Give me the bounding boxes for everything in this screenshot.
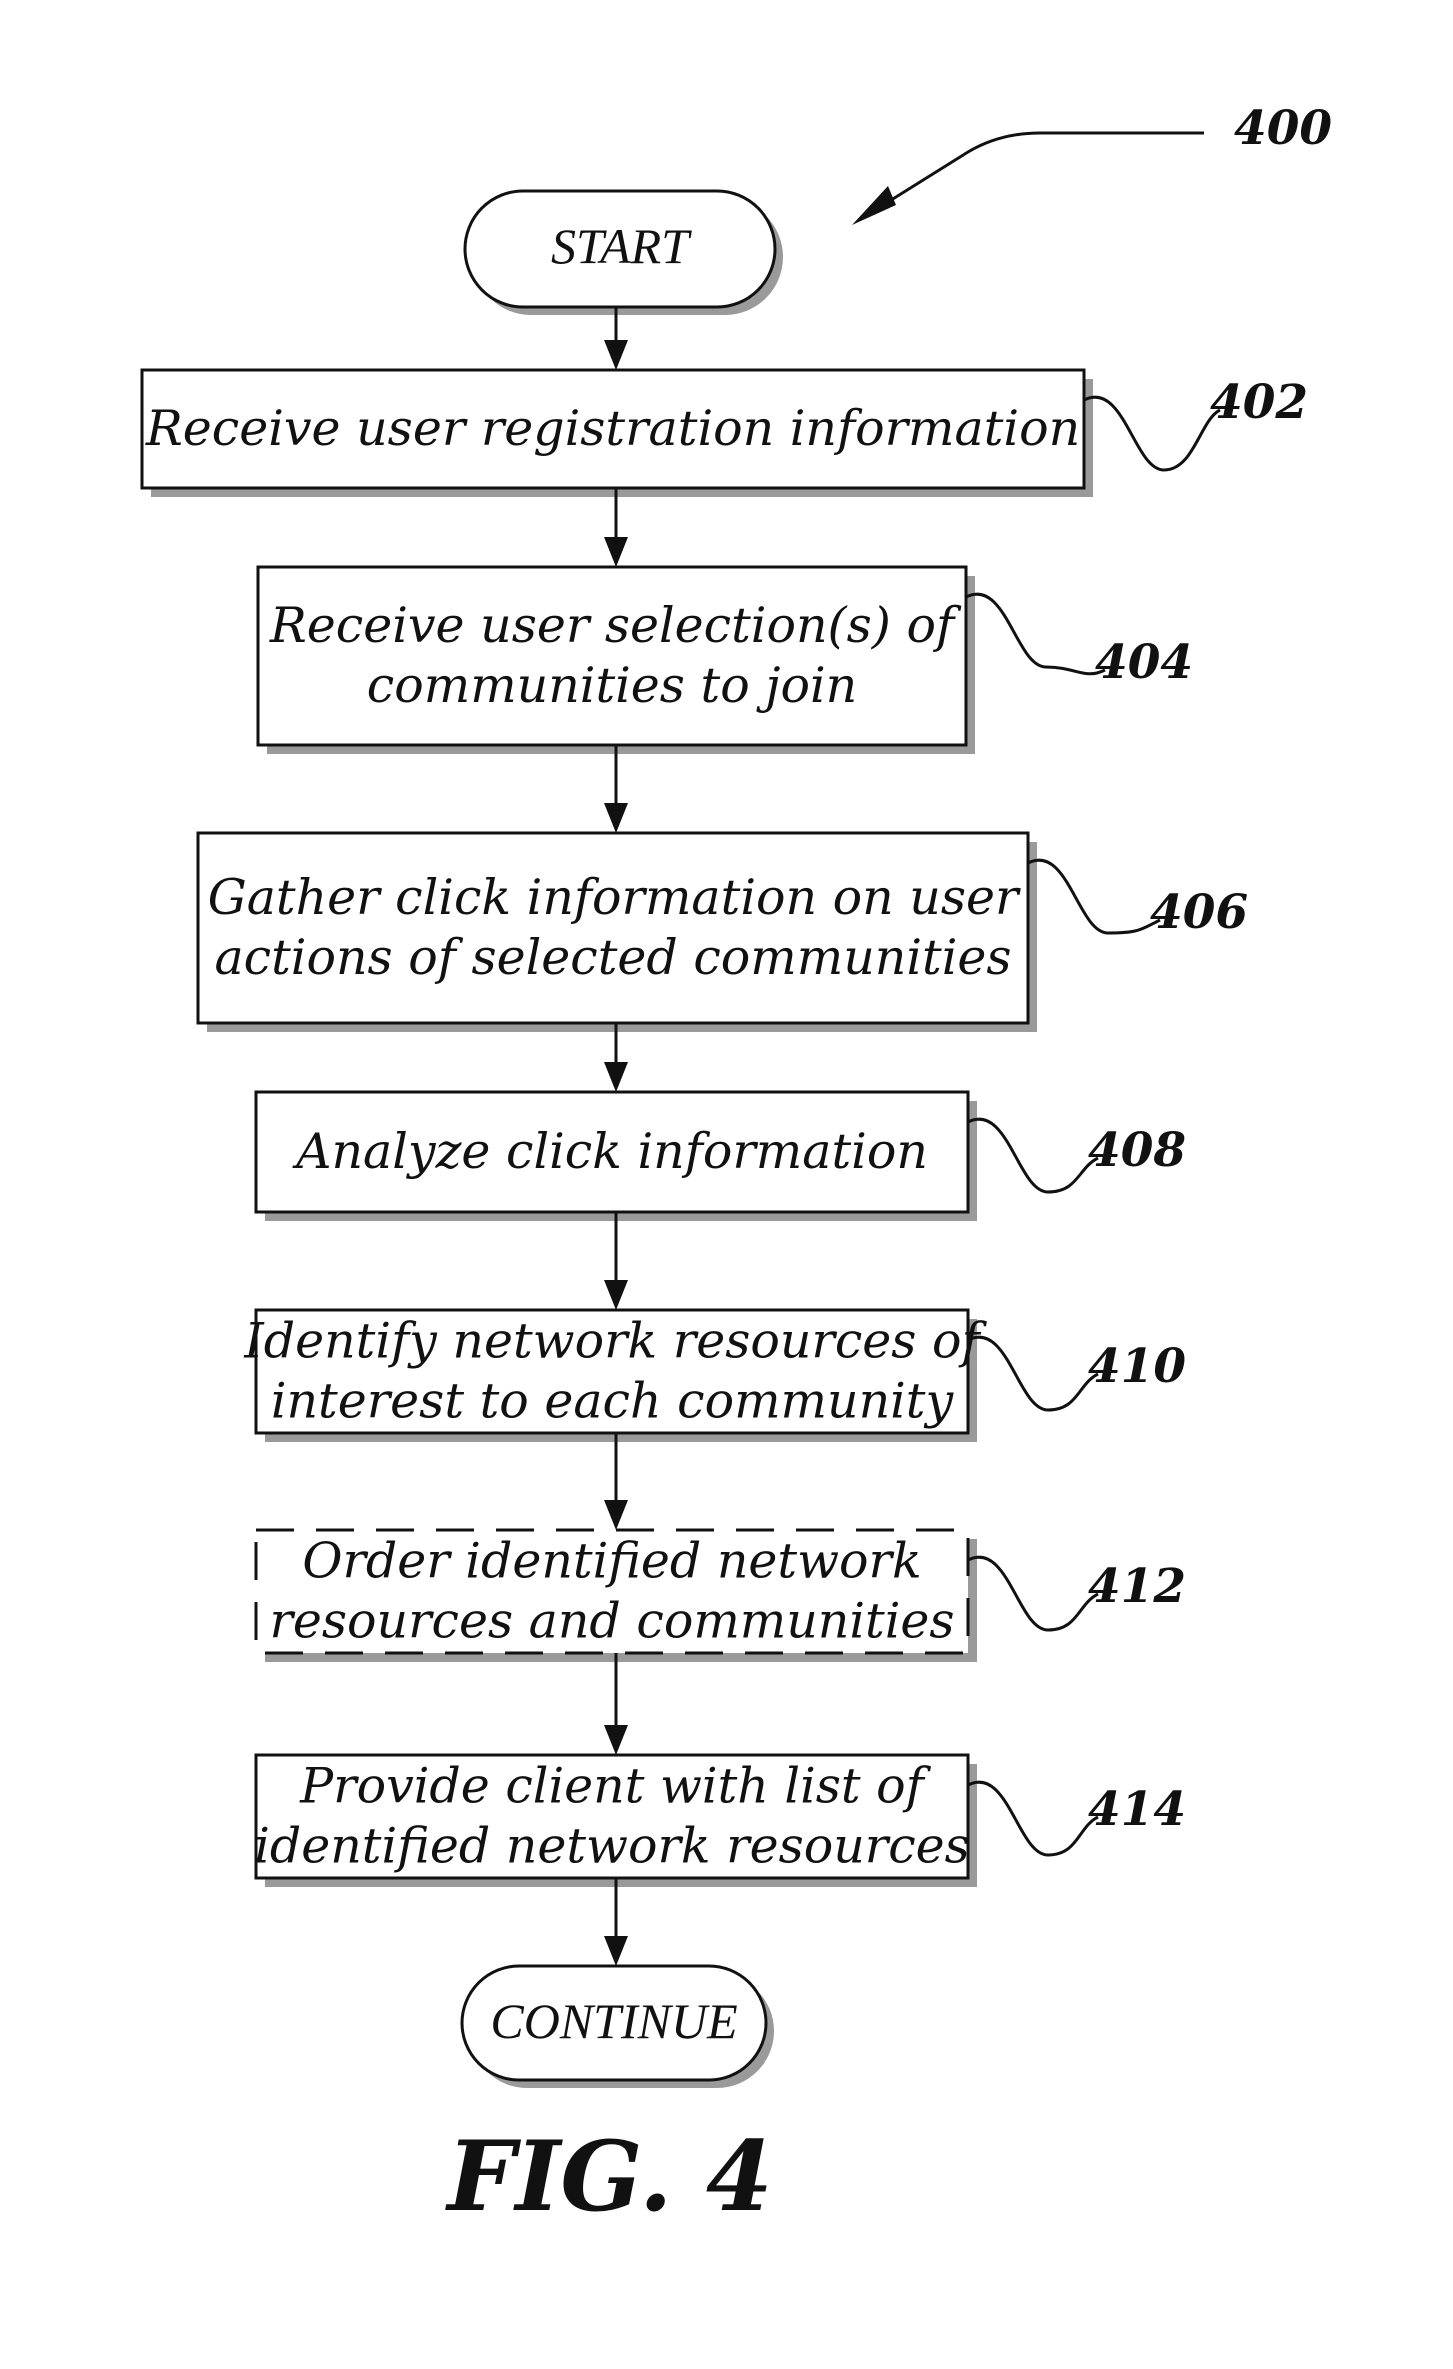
- step-ref-number: 404: [1095, 635, 1193, 690]
- step-box: [258, 567, 966, 745]
- figure-ref-arrowhead: [852, 186, 896, 225]
- connector-arrow: [604, 307, 628, 370]
- figure-ref-leader: [872, 133, 1204, 212]
- step-text-line: Receive user registration information: [145, 400, 1080, 457]
- continue-terminal: CONTINUE: [462, 1966, 774, 2088]
- step-text-line: Receive user selection(s) of: [269, 597, 962, 654]
- step-text-line: Identify network resources of: [243, 1313, 987, 1370]
- connector-arrow: [604, 1433, 628, 1530]
- step-text-line: Analyze click information: [292, 1123, 928, 1180]
- step-text-line: interest to each community: [271, 1373, 955, 1430]
- connector-arrow: [604, 1212, 628, 1310]
- process-step-406: Gather click information on useractions …: [198, 833, 1248, 1032]
- connector-arrow: [604, 1653, 628, 1755]
- step-text-line: communities to join: [367, 657, 857, 714]
- step-text-line: Gather click information on user: [208, 869, 1021, 926]
- step-text-line: Order identified network: [302, 1533, 921, 1590]
- step-text-line: resources and communities: [269, 1593, 954, 1650]
- step-text-line: identified network resources: [254, 1818, 970, 1875]
- start-label: START: [551, 218, 692, 274]
- continue-label: CONTINUE: [490, 1993, 737, 2049]
- process-step-404: Receive user selection(s) ofcommunities …: [258, 567, 1193, 754]
- process-step-410: Identify network resources ofinterest to…: [243, 1310, 1186, 1442]
- step-leader-line: [968, 1337, 1098, 1410]
- step-ref-number: 414: [1088, 1782, 1186, 1837]
- step-box: [198, 833, 1028, 1023]
- process-step-408: Analyze click information 408: [256, 1092, 1186, 1221]
- step-leader-line: [1028, 860, 1160, 933]
- process-step-412: Order identified networkresources and co…: [256, 1530, 1186, 1662]
- step-text-line: Provide client with list of: [299, 1758, 931, 1815]
- figure-ref-label: 400: [1234, 101, 1332, 156]
- process-step-402: Receive user registration information 402: [142, 370, 1308, 497]
- step-leader-line: [968, 1119, 1098, 1192]
- connector-arrow: [604, 488, 628, 567]
- connector-arrow: [604, 1023, 628, 1092]
- connector-arrow: [604, 1878, 628, 1966]
- process-step-414: Provide client with list ofidentified ne…: [254, 1755, 1186, 1887]
- connector-arrow: [604, 745, 628, 833]
- step-ref-number: 408: [1088, 1123, 1186, 1178]
- figure-caption: FIG. 4: [444, 2120, 772, 2233]
- step-ref-number: 412: [1088, 1559, 1186, 1614]
- start-terminal: START: [465, 191, 783, 315]
- step-ref-number: 402: [1210, 375, 1308, 430]
- step-ref-number: 410: [1088, 1339, 1186, 1394]
- step-leader-line: [968, 1782, 1098, 1855]
- step-leader-line: [968, 1557, 1098, 1630]
- steps-layer: Receive user registration information 402…: [142, 370, 1308, 1887]
- step-ref-number: 406: [1150, 885, 1248, 940]
- step-leader-line: [1084, 397, 1220, 470]
- step-text-line: actions of selected communities: [214, 929, 1011, 986]
- figure-reference: 400: [852, 101, 1332, 225]
- step-leader-line: [966, 594, 1105, 674]
